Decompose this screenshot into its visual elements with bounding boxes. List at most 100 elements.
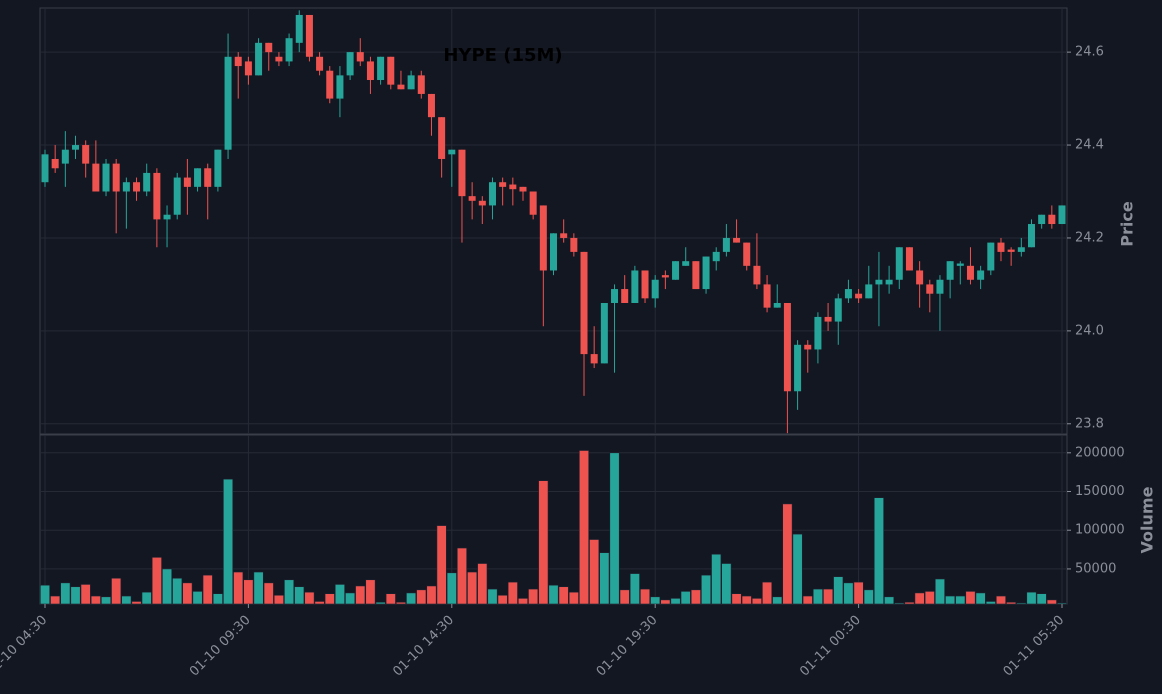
volume-bar [924, 591, 935, 605]
candle-body [804, 344, 812, 350]
y-tick-label: 24.4 [1075, 138, 1104, 153]
candle-body [509, 184, 517, 190]
volume-bar [660, 599, 671, 605]
candle-body [295, 14, 303, 43]
volume-bar [568, 591, 579, 605]
volume-bar [70, 586, 81, 605]
volume-bar [334, 584, 345, 605]
candle-body [794, 344, 802, 392]
candle-body [611, 289, 619, 303]
candle-body [255, 42, 263, 76]
candle-body [153, 172, 161, 220]
candle-body [478, 200, 486, 206]
candle-body [824, 316, 832, 322]
volume-bar [304, 591, 315, 605]
candle-body [550, 233, 557, 271]
volume-bar [395, 601, 406, 605]
volume-bar [365, 579, 376, 605]
candle-body [905, 247, 913, 271]
candle-body [112, 163, 120, 192]
volume-bar [1046, 599, 1057, 605]
candle-body [366, 61, 374, 81]
volume-bar [467, 571, 478, 605]
candle-body [956, 263, 964, 266]
volume-bar [192, 591, 203, 605]
candle-body [1017, 247, 1025, 252]
candle-body [468, 196, 476, 201]
volume-bar [701, 574, 712, 605]
volume-bar [873, 497, 884, 605]
candle-body [916, 270, 924, 285]
candle-body [336, 75, 344, 99]
y-tick-label: 150000 [1075, 484, 1125, 499]
candle-body [51, 158, 59, 169]
candle-body [641, 270, 649, 299]
candle-body [834, 298, 842, 322]
candle-body [1007, 249, 1015, 252]
volume-bar [101, 596, 112, 605]
candle-body [895, 247, 903, 280]
volume-bar [843, 582, 854, 605]
volume-bar [629, 573, 640, 605]
volume-bar [141, 591, 152, 605]
volume-bar [80, 584, 91, 605]
volume-bar [853, 581, 864, 605]
candle-body [672, 261, 680, 280]
y-axis-label: Price [1118, 201, 1137, 247]
volume-bar [884, 596, 895, 605]
candle-body [448, 149, 456, 155]
candle-body [600, 302, 608, 364]
volume-bar [802, 595, 813, 605]
candle-body [946, 261, 954, 280]
y-tick-label: 50000 [1075, 561, 1116, 576]
volume-bar [995, 595, 1006, 605]
candle-body [977, 270, 985, 280]
volume-bar [589, 539, 600, 605]
candle-body [377, 56, 385, 81]
candle-body [814, 316, 822, 350]
candle-body [346, 52, 354, 76]
candle-body [82, 145, 90, 164]
candle-body [244, 61, 252, 76]
candle-body [865, 284, 873, 299]
candle-body [570, 237, 578, 252]
volume-bar [833, 576, 844, 605]
volume-bar [965, 591, 976, 605]
volume-bar [284, 579, 295, 605]
candle-body [417, 75, 425, 94]
candle-body [855, 293, 863, 299]
volume-bar [731, 593, 742, 605]
candle-body [41, 154, 49, 183]
candle-body [316, 56, 324, 71]
candle-body [397, 84, 405, 90]
volume-bar [711, 553, 722, 605]
candle-body [194, 168, 202, 187]
volume-bar [751, 598, 762, 605]
candle-body [682, 261, 690, 266]
volume-bar [121, 595, 132, 605]
candle-body [133, 182, 141, 192]
volume-bar [50, 595, 61, 605]
candle-body [1038, 214, 1046, 225]
candle-body [1027, 224, 1035, 248]
candle-body [529, 191, 537, 215]
volume-bar [609, 452, 620, 605]
volume-bar [60, 582, 71, 605]
volume-bar [548, 584, 559, 605]
candle-body [407, 75, 415, 90]
volume-bar [680, 591, 691, 605]
candle-body [72, 145, 80, 150]
volume-bar [273, 594, 284, 605]
volume-bar [914, 592, 925, 605]
volume-bar [375, 601, 386, 605]
volume-bar [599, 552, 610, 605]
volume-bar [975, 592, 986, 605]
candle-body [163, 214, 171, 220]
candle-body [753, 265, 761, 285]
volume-bar [690, 589, 701, 605]
volume-bar [253, 571, 264, 605]
candle-body [712, 251, 720, 262]
volume-bar [294, 586, 305, 605]
candle-body [885, 279, 893, 285]
volume-bar [507, 581, 518, 605]
